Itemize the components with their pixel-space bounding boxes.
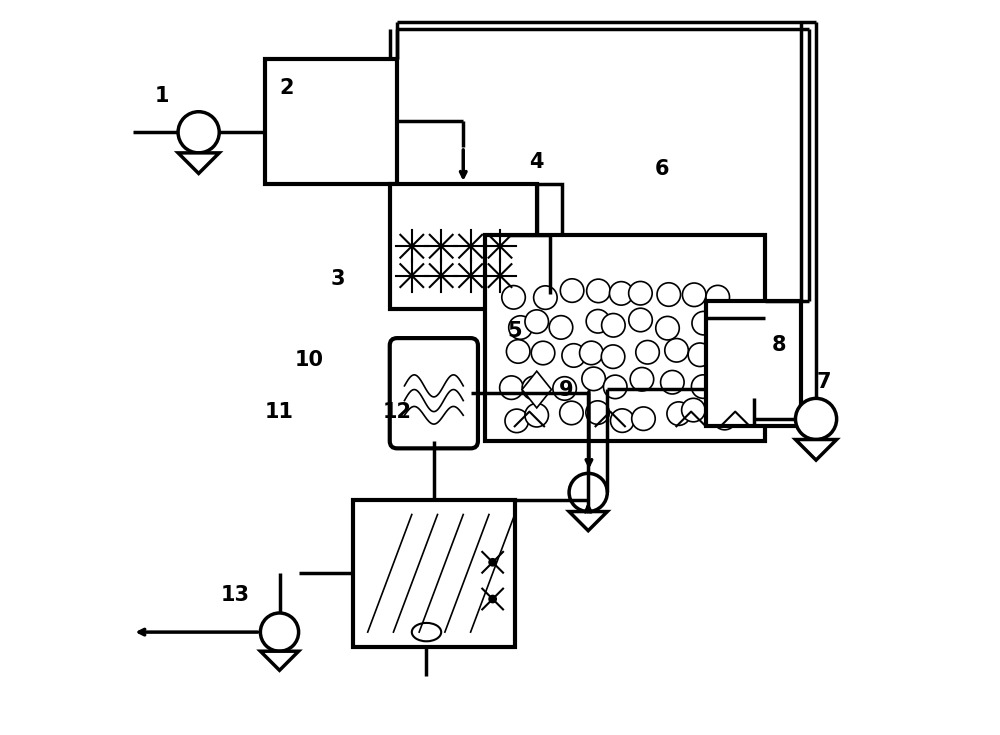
FancyBboxPatch shape: [390, 338, 478, 448]
Text: 5: 5: [507, 320, 522, 341]
Bar: [353, 500, 515, 647]
Circle shape: [569, 473, 607, 512]
Circle shape: [656, 316, 679, 340]
Circle shape: [586, 401, 609, 424]
Text: 10: 10: [294, 350, 323, 370]
Circle shape: [260, 613, 299, 651]
Circle shape: [534, 286, 557, 309]
Circle shape: [713, 406, 736, 430]
Circle shape: [560, 279, 584, 302]
Circle shape: [502, 286, 525, 309]
Circle shape: [531, 341, 555, 365]
Circle shape: [525, 310, 548, 334]
Circle shape: [525, 404, 548, 427]
Circle shape: [489, 595, 496, 603]
Circle shape: [549, 315, 573, 339]
Polygon shape: [795, 440, 837, 460]
Circle shape: [706, 285, 730, 309]
Ellipse shape: [412, 623, 441, 641]
Circle shape: [629, 308, 652, 331]
Circle shape: [657, 283, 681, 306]
Bar: [706, 301, 801, 426]
Circle shape: [601, 345, 625, 368]
Text: 9: 9: [559, 379, 573, 400]
Circle shape: [688, 343, 712, 367]
Circle shape: [500, 376, 523, 399]
Text: 12: 12: [383, 401, 412, 422]
Circle shape: [505, 409, 529, 433]
Circle shape: [667, 402, 690, 426]
Circle shape: [489, 559, 496, 566]
Circle shape: [560, 401, 583, 425]
Circle shape: [691, 375, 715, 398]
Circle shape: [603, 375, 627, 398]
Text: 3: 3: [331, 269, 346, 290]
Circle shape: [629, 282, 652, 305]
Text: 2: 2: [280, 78, 294, 98]
Circle shape: [636, 340, 659, 364]
Text: 4: 4: [530, 151, 544, 172]
Circle shape: [587, 279, 610, 303]
Circle shape: [506, 340, 530, 363]
Circle shape: [711, 345, 734, 368]
Circle shape: [719, 311, 743, 334]
Text: 8: 8: [772, 335, 787, 356]
Text: 13: 13: [221, 585, 250, 606]
Polygon shape: [569, 512, 607, 531]
Circle shape: [586, 309, 610, 333]
Circle shape: [632, 407, 655, 431]
Bar: [485, 235, 765, 441]
Polygon shape: [522, 371, 551, 408]
Circle shape: [582, 367, 605, 390]
Circle shape: [580, 341, 603, 365]
Text: 1: 1: [155, 85, 169, 106]
Polygon shape: [178, 153, 219, 173]
Bar: [265, 59, 397, 184]
Text: 7: 7: [816, 372, 831, 392]
Circle shape: [713, 368, 737, 392]
Circle shape: [178, 112, 219, 153]
Circle shape: [682, 283, 706, 306]
Circle shape: [562, 344, 585, 368]
Circle shape: [661, 370, 684, 394]
Polygon shape: [260, 651, 299, 670]
Circle shape: [665, 339, 688, 362]
Bar: [537, 184, 562, 294]
Text: 11: 11: [265, 401, 294, 422]
Circle shape: [609, 282, 633, 305]
Bar: [390, 184, 537, 309]
Circle shape: [522, 376, 546, 400]
Circle shape: [692, 312, 715, 335]
Circle shape: [630, 368, 654, 391]
Circle shape: [553, 377, 576, 401]
Circle shape: [602, 314, 625, 337]
Text: 6: 6: [654, 159, 669, 179]
Circle shape: [509, 316, 532, 340]
Circle shape: [795, 398, 837, 440]
Circle shape: [610, 409, 634, 432]
Circle shape: [682, 398, 705, 422]
